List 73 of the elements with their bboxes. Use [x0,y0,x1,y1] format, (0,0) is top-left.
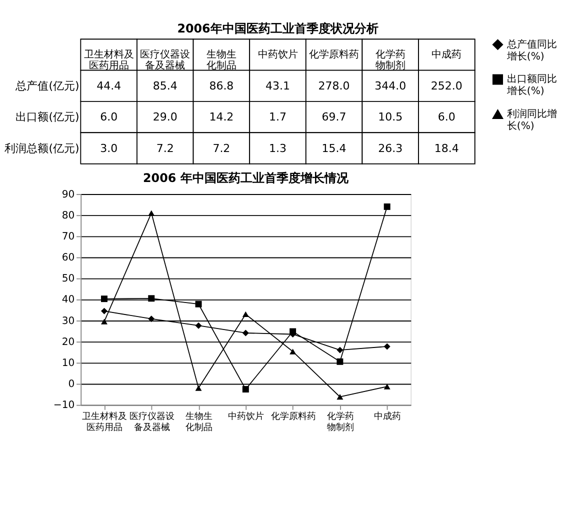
data-label: 15.4 [322,142,346,155]
y-tick-label: 出口额(亿元) [16,110,80,124]
y-tick-label: 70 [62,231,75,242]
point [195,322,202,329]
y-tick-label: 30 [62,316,75,327]
point [100,318,108,324]
point [195,385,202,391]
data-label: 3.0 [100,142,118,155]
chart-title: 2006年中国医药工业首季度状况分析 [177,21,378,36]
y-tick-label: 90 [62,189,75,200]
x-tick-label: 中成药 [374,411,402,422]
y-tick-label: 20 [62,336,75,348]
data-label: 86.8 [209,80,234,93]
point [384,384,390,390]
y-tick-label: 10 [62,358,75,369]
x-tick-label: 生物生化制品 [185,411,212,434]
data-label: 14.2 [209,110,234,124]
x-tick-label: 医疗仪器设备及器械 [140,48,190,72]
data-label: 6.0 [438,110,456,124]
point [148,295,155,302]
point [195,300,202,308]
legend-label: 出口额同比增长(%) [506,73,557,98]
x-tick-label: 化学原料药 [309,48,360,60]
data-label: 43.1 [266,80,290,93]
point [336,346,344,354]
point [336,358,344,365]
x-tick-label: 中成药 [432,48,462,60]
point [100,308,108,314]
point [290,348,296,354]
x-tick-label: 化学原料药 [270,411,316,422]
point [336,394,344,400]
data-label: 29.0 [152,110,178,124]
point [242,330,249,336]
data-label: 252.0 [430,80,462,93]
point [384,343,390,350]
x-tick-label: 生物生化制品 [206,48,236,72]
y-tick-label: 50 [62,274,75,285]
point [148,316,155,322]
data-label: 278.0 [318,80,350,93]
x-tick-label: 化学药物制剂 [375,48,406,72]
data-label: 85.4 [152,80,178,93]
point [242,386,249,393]
x-tick-label: 中药饮片 [228,411,264,422]
data-label: 7.2 [212,142,230,155]
chart-title: 2006 年中国医药工业首季度增长情况 [143,171,350,186]
legend-label: 总产值同比增长(%) [506,38,557,62]
data-label: 7.2 [156,142,174,155]
data-label: 26.3 [378,142,403,155]
point [100,296,108,302]
data-label: 18.4 [434,142,459,155]
point [384,203,390,210]
y-tick-label: 0 [68,379,75,390]
data-label: 1.3 [269,142,286,155]
data-label: 44.4 [96,80,122,93]
x-tick-label: 医疗仪器设备及器械 [129,411,174,434]
y-tick-label: 总产值(亿元) [14,80,80,93]
y-tick-label: 利润总额(亿元) [4,142,80,155]
data-label: 344.0 [374,80,406,93]
x-tick-label: 卫生材料及医药用品 [84,48,134,72]
data-label: 10.5 [378,110,403,124]
y-tick-label: −10 [53,400,75,412]
data-label: 6.0 [100,110,118,124]
data-label: 69.7 [322,110,346,124]
y-tick-label: 40 [62,294,75,306]
x-tick-label: 卫生材料及医药用品 [82,411,128,434]
y-tick-label: 60 [62,252,75,264]
point [148,210,155,216]
data-label: 1.7 [269,110,286,124]
x-tick-label: 中药饮片 [258,48,298,60]
x-tick-label: 化学药物制剂 [326,411,354,434]
legend-label: 利润同比增长(%) [506,108,557,132]
y-tick-label: 80 [62,210,75,222]
point [242,311,249,318]
